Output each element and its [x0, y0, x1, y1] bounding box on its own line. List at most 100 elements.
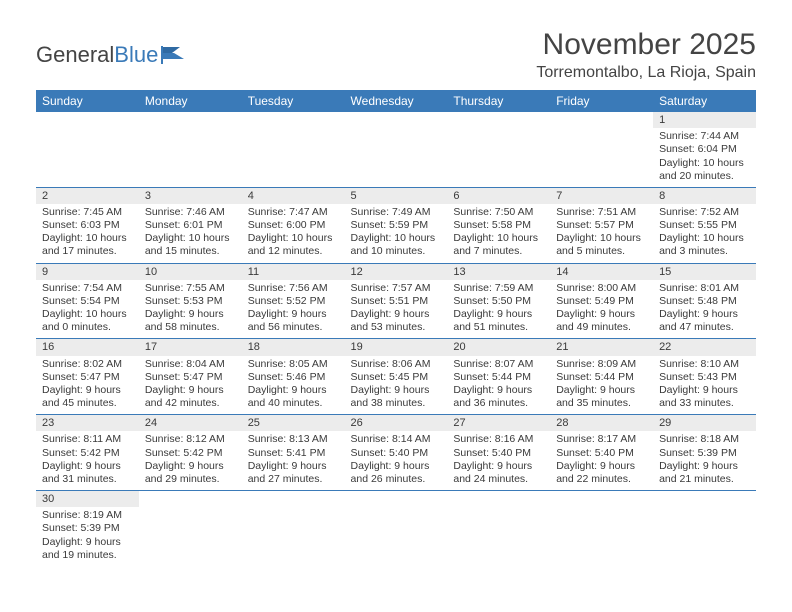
day-details: Sunrise: 7:51 AMSunset: 5:57 PMDaylight:…	[550, 204, 653, 263]
calendar-cell: 28Sunrise: 8:17 AMSunset: 5:40 PMDayligh…	[550, 415, 653, 491]
day-details: Sunrise: 8:11 AMSunset: 5:42 PMDaylight:…	[36, 431, 139, 490]
day-number: 11	[242, 264, 345, 280]
day-details: Sunrise: 8:04 AMSunset: 5:47 PMDaylight:…	[139, 356, 242, 415]
day-details: Sunrise: 8:13 AMSunset: 5:41 PMDaylight:…	[242, 431, 345, 490]
empty-day	[345, 112, 448, 128]
weekday-header: Saturday	[653, 90, 756, 112]
weekday-header: Thursday	[447, 90, 550, 112]
location: Torremontalbo, La Rioja, Spain	[536, 64, 756, 82]
day-details: Sunrise: 8:09 AMSunset: 5:44 PMDaylight:…	[550, 356, 653, 415]
day-details: Sunrise: 7:49 AMSunset: 5:59 PMDaylight:…	[345, 204, 448, 263]
day-details: Sunrise: 8:18 AMSunset: 5:39 PMDaylight:…	[653, 431, 756, 490]
day-number: 5	[345, 188, 448, 204]
calendar-cell	[447, 112, 550, 187]
calendar-cell: 29Sunrise: 8:18 AMSunset: 5:39 PMDayligh…	[653, 415, 756, 491]
empty-day	[447, 112, 550, 128]
calendar-body: 1Sunrise: 7:44 AMSunset: 6:04 PMDaylight…	[36, 112, 756, 566]
day-details: Sunrise: 8:00 AMSunset: 5:49 PMDaylight:…	[550, 280, 653, 339]
calendar-cell: 1Sunrise: 7:44 AMSunset: 6:04 PMDaylight…	[653, 112, 756, 187]
day-details: Sunrise: 8:14 AMSunset: 5:40 PMDaylight:…	[345, 431, 448, 490]
day-number: 26	[345, 415, 448, 431]
calendar-cell: 8Sunrise: 7:52 AMSunset: 5:55 PMDaylight…	[653, 187, 756, 263]
logo-flag-icon	[160, 46, 186, 64]
weekday-header: Friday	[550, 90, 653, 112]
calendar-cell	[36, 112, 139, 187]
calendar-cell: 10Sunrise: 7:55 AMSunset: 5:53 PMDayligh…	[139, 263, 242, 339]
logo-text-b: Blue	[114, 42, 158, 68]
day-number: 9	[36, 264, 139, 280]
day-number: 21	[550, 339, 653, 355]
day-number: 30	[36, 491, 139, 507]
calendar-cell: 23Sunrise: 8:11 AMSunset: 5:42 PMDayligh…	[36, 415, 139, 491]
calendar-cell: 9Sunrise: 7:54 AMSunset: 5:54 PMDaylight…	[36, 263, 139, 339]
day-details: Sunrise: 8:16 AMSunset: 5:40 PMDaylight:…	[447, 431, 550, 490]
day-number: 4	[242, 188, 345, 204]
day-details: Sunrise: 8:10 AMSunset: 5:43 PMDaylight:…	[653, 356, 756, 415]
calendar-cell: 27Sunrise: 8:16 AMSunset: 5:40 PMDayligh…	[447, 415, 550, 491]
day-details: Sunrise: 8:07 AMSunset: 5:44 PMDaylight:…	[447, 356, 550, 415]
day-details: Sunrise: 7:55 AMSunset: 5:53 PMDaylight:…	[139, 280, 242, 339]
calendar-cell: 21Sunrise: 8:09 AMSunset: 5:44 PMDayligh…	[550, 339, 653, 415]
day-details: Sunrise: 7:46 AMSunset: 6:01 PMDaylight:…	[139, 204, 242, 263]
calendar-cell: 22Sunrise: 8:10 AMSunset: 5:43 PMDayligh…	[653, 339, 756, 415]
day-number: 13	[447, 264, 550, 280]
empty-day	[242, 491, 345, 507]
day-details: Sunrise: 7:57 AMSunset: 5:51 PMDaylight:…	[345, 280, 448, 339]
day-number: 14	[550, 264, 653, 280]
calendar-cell: 5Sunrise: 7:49 AMSunset: 5:59 PMDaylight…	[345, 187, 448, 263]
empty-day	[345, 491, 448, 507]
calendar-cell	[345, 112, 448, 187]
weekday-header: Wednesday	[345, 90, 448, 112]
calendar-page: GeneralBlue November 2025 Torremontalbo,…	[0, 0, 792, 566]
logo: GeneralBlue	[36, 28, 186, 68]
empty-day	[242, 112, 345, 128]
calendar-cell	[242, 490, 345, 565]
logo-text-a: General	[36, 42, 114, 68]
weekday-header: Tuesday	[242, 90, 345, 112]
calendar-cell: 17Sunrise: 8:04 AMSunset: 5:47 PMDayligh…	[139, 339, 242, 415]
day-number: 3	[139, 188, 242, 204]
day-number: 23	[36, 415, 139, 431]
day-number: 1	[653, 112, 756, 128]
day-details: Sunrise: 8:02 AMSunset: 5:47 PMDaylight:…	[36, 356, 139, 415]
empty-day	[550, 491, 653, 507]
calendar-cell: 26Sunrise: 8:14 AMSunset: 5:40 PMDayligh…	[345, 415, 448, 491]
day-details: Sunrise: 7:56 AMSunset: 5:52 PMDaylight:…	[242, 280, 345, 339]
empty-day	[139, 491, 242, 507]
calendar-table: SundayMondayTuesdayWednesdayThursdayFrid…	[36, 90, 756, 566]
calendar-cell: 13Sunrise: 7:59 AMSunset: 5:50 PMDayligh…	[447, 263, 550, 339]
calendar-cell	[345, 490, 448, 565]
day-details: Sunrise: 8:05 AMSunset: 5:46 PMDaylight:…	[242, 356, 345, 415]
day-number: 17	[139, 339, 242, 355]
day-number: 2	[36, 188, 139, 204]
day-number: 29	[653, 415, 756, 431]
empty-day	[139, 112, 242, 128]
calendar-cell	[139, 490, 242, 565]
day-number: 27	[447, 415, 550, 431]
calendar-cell	[242, 112, 345, 187]
calendar-cell: 2Sunrise: 7:45 AMSunset: 6:03 PMDaylight…	[36, 187, 139, 263]
day-number: 8	[653, 188, 756, 204]
calendar-cell: 18Sunrise: 8:05 AMSunset: 5:46 PMDayligh…	[242, 339, 345, 415]
day-number: 15	[653, 264, 756, 280]
day-number: 28	[550, 415, 653, 431]
day-details: Sunrise: 7:45 AMSunset: 6:03 PMDaylight:…	[36, 204, 139, 263]
day-details: Sunrise: 8:06 AMSunset: 5:45 PMDaylight:…	[345, 356, 448, 415]
calendar-cell	[447, 490, 550, 565]
day-details: Sunrise: 8:01 AMSunset: 5:48 PMDaylight:…	[653, 280, 756, 339]
calendar-cell: 30Sunrise: 8:19 AMSunset: 5:39 PMDayligh…	[36, 490, 139, 565]
day-number: 25	[242, 415, 345, 431]
day-number: 16	[36, 339, 139, 355]
day-details: Sunrise: 8:17 AMSunset: 5:40 PMDaylight:…	[550, 431, 653, 490]
day-details: Sunrise: 7:44 AMSunset: 6:04 PMDaylight:…	[653, 128, 756, 187]
calendar-cell: 24Sunrise: 8:12 AMSunset: 5:42 PMDayligh…	[139, 415, 242, 491]
empty-day	[36, 112, 139, 128]
calendar-cell: 12Sunrise: 7:57 AMSunset: 5:51 PMDayligh…	[345, 263, 448, 339]
calendar-cell	[550, 490, 653, 565]
calendar-cell: 19Sunrise: 8:06 AMSunset: 5:45 PMDayligh…	[345, 339, 448, 415]
day-number: 20	[447, 339, 550, 355]
calendar-cell: 15Sunrise: 8:01 AMSunset: 5:48 PMDayligh…	[653, 263, 756, 339]
day-details: Sunrise: 7:52 AMSunset: 5:55 PMDaylight:…	[653, 204, 756, 263]
day-details: Sunrise: 7:47 AMSunset: 6:00 PMDaylight:…	[242, 204, 345, 263]
calendar-cell: 6Sunrise: 7:50 AMSunset: 5:58 PMDaylight…	[447, 187, 550, 263]
